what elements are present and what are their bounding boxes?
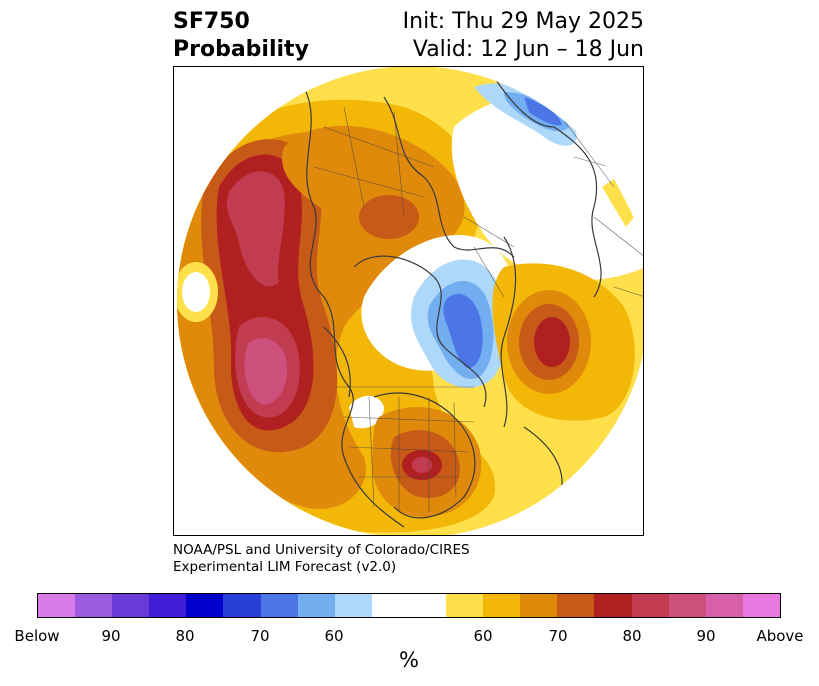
colorbar-segment [75,594,113,617]
chart-title-right: Init: Thu 29 May 2025 Valid: 12 Jun – 18… [403,8,644,64]
colorbar-segment [334,594,372,617]
colorbar [37,593,781,618]
colorbar-label: Below [14,627,60,645]
credit-line-1: NOAA/PSL and University of Colorado/CIRE… [173,542,470,558]
colorbar-segment [371,594,447,617]
colorbar-segment [631,594,669,617]
colorbar-unit: % [399,648,419,672]
colorbar-label: 70 [548,627,568,645]
colorbar-segment [112,594,150,617]
colorbar-segment [223,594,261,617]
coastlines [303,76,602,528]
pacific-neutral-core [182,272,210,312]
scandinavia-streak [602,179,634,227]
valid-date: Valid: 12 Jun – 18 Jun [412,37,644,62]
init-date: Init: Thu 29 May 2025 [402,9,644,34]
greenland-blue-dark [443,293,483,368]
colorbar-label: 90 [101,627,121,645]
colorbar-segment [149,594,187,617]
pacific-anomaly-magenta [244,338,288,405]
map-panel [173,66,644,536]
colorbar-label: 80 [622,627,642,645]
colorbar-segment [520,594,558,617]
credit-line-2: Experimental LIM Forecast (v2.0) [173,559,397,575]
chart-title-left: SF750 Probability [173,8,309,64]
colorbar-segment [186,594,224,617]
pacific-anomaly-rose [226,171,285,287]
colorbar-segment [742,594,780,617]
colorbar-label: Above [756,627,804,645]
colorbar-label: 60 [324,627,344,645]
siberia-core [359,195,419,239]
colorbar-segment [297,594,335,617]
europe-blue-dark [524,97,562,126]
colorbar-segment [594,594,632,617]
colorbar-segment [38,594,76,617]
credit-text: NOAA/PSL and University of Colorado/CIRE… [173,542,470,576]
colorbar-label: 60 [473,627,493,645]
forecast-map [177,67,643,535]
colorbar-label: 90 [696,627,716,645]
colorbar-segment [557,594,595,617]
colorbar-segment [446,594,484,617]
colorbar-segment [483,594,521,617]
colorbar-segment [705,594,743,617]
colorbar-segment [260,594,298,617]
atlantic-darkred [534,317,570,367]
colorbar-label: 80 [175,627,195,645]
variable-name: SF750 [173,9,250,34]
na-rose [412,457,432,473]
colorbar-segment [668,594,706,617]
na-neutral [349,395,384,429]
product-name: Probability [173,37,309,62]
colorbar-label: 70 [250,627,270,645]
